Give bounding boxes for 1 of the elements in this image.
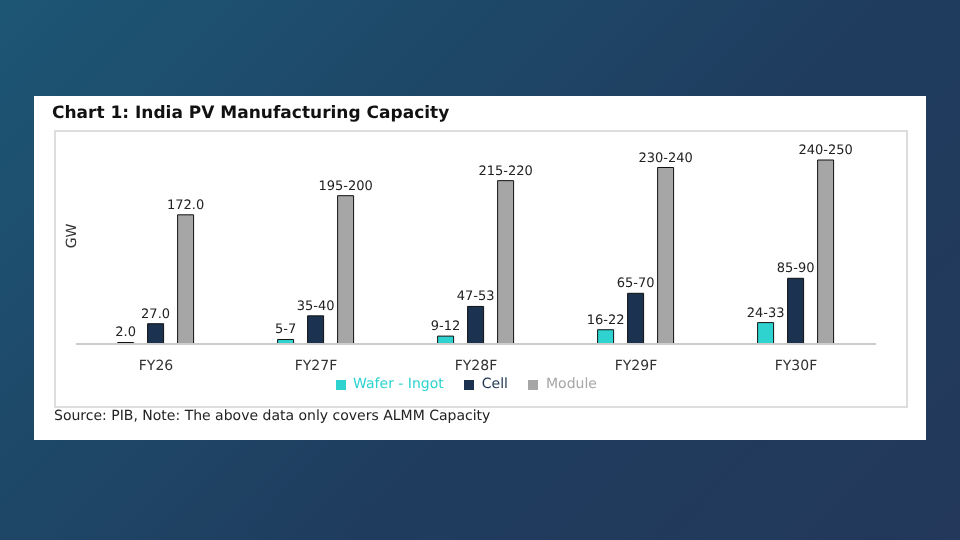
- chart-title: Chart 1: India PV Manufacturing Capacity: [52, 104, 450, 124]
